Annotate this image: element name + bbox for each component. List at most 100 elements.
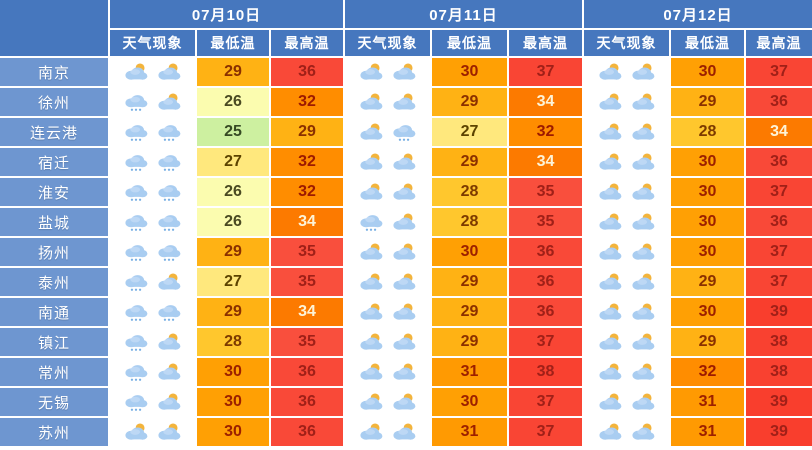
max-temp-cell: 36	[271, 358, 343, 386]
partly-cloudy-icon	[156, 392, 182, 412]
partly-cloudy-icon	[123, 62, 149, 82]
partly-cloudy-icon	[597, 122, 623, 142]
weather-cell	[345, 268, 430, 296]
partly-cloudy-icon	[156, 422, 182, 442]
weather-cell	[110, 88, 195, 116]
min-temp-cell: 30	[197, 358, 269, 386]
weather-cell	[584, 238, 669, 266]
max-temp-cell: 32	[509, 118, 582, 146]
rain-icon	[123, 92, 149, 112]
subheader-weather-day3: 天气现象	[584, 30, 669, 56]
min-temp-cell: 26	[197, 178, 269, 206]
max-temp-cell: 34	[509, 88, 582, 116]
city-cell: 淮安	[0, 178, 108, 206]
min-temp-cell: 29	[671, 88, 744, 116]
date-header-day3: 07月12日	[584, 0, 812, 28]
partly-cloudy-icon	[358, 332, 384, 352]
partly-cloudy-icon	[597, 92, 623, 112]
weather-cell	[110, 208, 195, 236]
partly-cloudy-icon	[358, 152, 384, 172]
min-temp-cell: 30	[671, 58, 744, 86]
weather-cell	[110, 238, 195, 266]
min-temp-cell: 26	[197, 88, 269, 116]
weather-cell	[345, 328, 430, 356]
max-temp-cell: 36	[509, 298, 582, 326]
max-temp-cell: 38	[746, 328, 812, 356]
weather-cell	[584, 388, 669, 416]
min-temp-cell: 31	[671, 388, 744, 416]
city-cell: 盐城	[0, 208, 108, 236]
max-temp-cell: 36	[271, 58, 343, 86]
max-temp-cell: 35	[271, 268, 343, 296]
partly-cloudy-icon	[156, 332, 182, 352]
min-temp-cell: 32	[671, 358, 744, 386]
min-temp-cell: 27	[197, 268, 269, 296]
weather-cell	[584, 178, 669, 206]
partly-cloudy-icon	[630, 242, 656, 262]
partly-cloudy-icon	[630, 62, 656, 82]
min-temp-cell: 30	[671, 178, 744, 206]
min-temp-cell: 30	[197, 418, 269, 446]
max-temp-cell: 39	[746, 388, 812, 416]
weather-cell	[584, 118, 669, 146]
max-temp-cell: 35	[509, 178, 582, 206]
max-temp-cell: 32	[271, 178, 343, 206]
weather-cell	[110, 388, 195, 416]
date-header-day2: 07月11日	[345, 0, 582, 28]
subheader-min-day1: 最低温	[197, 30, 269, 56]
max-temp-cell: 36	[509, 238, 582, 266]
max-temp-cell: 36	[746, 208, 812, 236]
partly-cloudy-icon	[391, 422, 417, 442]
max-temp-cell: 37	[746, 178, 812, 206]
weather-cell	[345, 148, 430, 176]
min-temp-cell: 28	[197, 328, 269, 356]
partly-cloudy-icon	[391, 272, 417, 292]
rain-icon	[156, 302, 182, 322]
min-temp-cell: 26	[197, 208, 269, 236]
partly-cloudy-icon	[630, 152, 656, 172]
max-temp-cell: 37	[746, 58, 812, 86]
weather-cell	[345, 418, 430, 446]
partly-cloudy-icon	[391, 152, 417, 172]
weather-cell	[345, 238, 430, 266]
weather-cell	[345, 178, 430, 206]
min-temp-cell: 30	[432, 388, 507, 416]
partly-cloudy-icon	[358, 392, 384, 412]
max-temp-cell: 39	[746, 418, 812, 446]
weather-cell	[345, 208, 430, 236]
rain-icon	[123, 362, 149, 382]
weather-cell	[110, 418, 195, 446]
partly-cloudy-icon	[358, 92, 384, 112]
partly-cloudy-icon	[391, 302, 417, 322]
min-temp-cell: 29	[197, 298, 269, 326]
weather-cell	[345, 388, 430, 416]
weather-cell	[110, 148, 195, 176]
min-temp-cell: 30	[671, 298, 744, 326]
max-temp-cell: 29	[271, 118, 343, 146]
partly-cloudy-icon	[358, 302, 384, 322]
min-temp-cell: 29	[197, 58, 269, 86]
rain-icon	[156, 122, 182, 142]
min-temp-cell: 30	[671, 148, 744, 176]
rain-icon	[123, 182, 149, 202]
max-temp-cell: 37	[746, 268, 812, 296]
weather-cell	[584, 58, 669, 86]
rain-icon	[358, 212, 384, 232]
max-temp-cell: 36	[271, 418, 343, 446]
max-temp-cell: 38	[746, 358, 812, 386]
partly-cloudy-icon	[630, 392, 656, 412]
rain-icon	[391, 122, 417, 142]
max-temp-cell: 37	[509, 388, 582, 416]
partly-cloudy-icon	[597, 242, 623, 262]
partly-cloudy-icon	[156, 272, 182, 292]
partly-cloudy-icon	[597, 272, 623, 292]
max-temp-cell: 32	[271, 88, 343, 116]
partly-cloudy-icon	[358, 422, 384, 442]
max-temp-cell: 39	[746, 298, 812, 326]
weather-cell	[110, 268, 195, 296]
min-temp-cell: 31	[671, 418, 744, 446]
partly-cloudy-icon	[358, 272, 384, 292]
weather-cell	[584, 418, 669, 446]
rain-icon	[123, 332, 149, 352]
rain-icon	[123, 242, 149, 262]
